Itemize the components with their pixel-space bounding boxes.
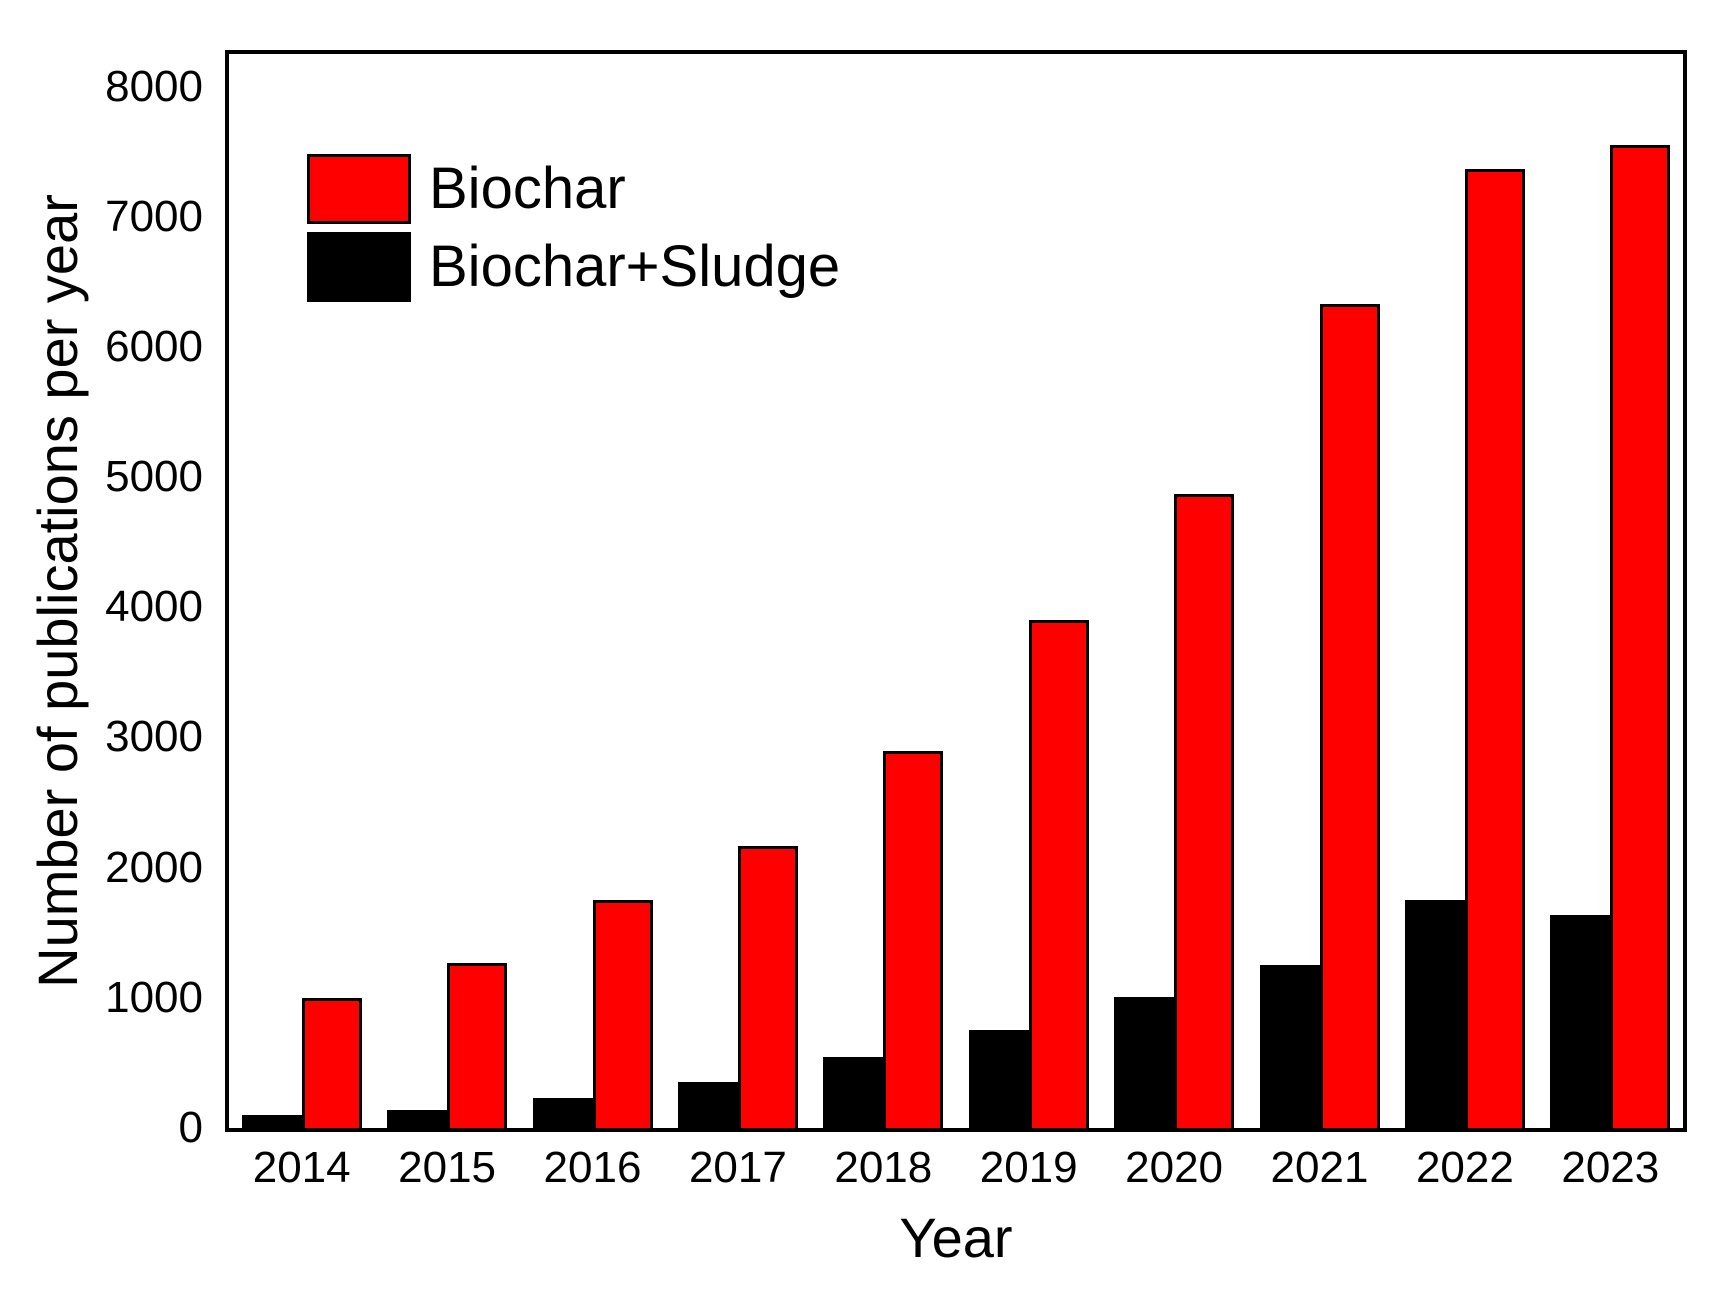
y-tick-label: 2000	[105, 842, 203, 892]
bar-biochar-sludge-2023	[1550, 914, 1611, 1128]
bar-biochar-2021	[1319, 303, 1380, 1128]
legend-item: Biochar	[307, 154, 840, 224]
y-tick-label: 7000	[105, 191, 203, 241]
bar-biochar-sludge-2019	[968, 1030, 1029, 1128]
legend-swatch-icon	[307, 154, 411, 224]
y-tick-label: 6000	[105, 321, 203, 371]
bar-biochar-sludge-2021	[1259, 964, 1320, 1128]
bar-biochar-2016	[592, 899, 653, 1128]
x-tick-label: 2022	[1415, 1143, 1514, 1192]
legend-swatch-icon	[307, 232, 411, 302]
x-tick-label: 2018	[834, 1143, 933, 1192]
legend: Biochar Biochar+Sludge	[307, 154, 840, 302]
bar-biochar-2017	[737, 846, 798, 1128]
bar-biochar-sludge-2022	[1404, 900, 1465, 1128]
y-tick-label: 3000	[105, 712, 203, 762]
x-tick-label: 2020	[1125, 1143, 1224, 1192]
x-tick-label: 2019	[979, 1143, 1078, 1192]
bar-biochar-sludge-2016	[532, 1098, 593, 1128]
bar-biochar-sludge-2018	[823, 1057, 884, 1128]
x-tick-label: 2021	[1270, 1143, 1369, 1192]
plot-area: Biochar Biochar+Sludge 0 1000 2000 3000 4000 5…	[105, 50, 1687, 1190]
bar-biochar-2023	[1610, 145, 1671, 1128]
x-tick-label: 2014	[252, 1143, 351, 1192]
y-tick-label: 4000	[105, 582, 203, 632]
bar-biochar-2019	[1028, 619, 1089, 1128]
bar-biochar-sludge-2020	[1114, 997, 1175, 1128]
legend-label: Biochar	[429, 156, 626, 221]
bar-biochar-2020	[1174, 494, 1235, 1128]
x-tick-label: 2023	[1561, 1143, 1660, 1192]
y-tick-label: 8000	[105, 61, 203, 111]
bar-biochar-sludge-2015	[387, 1110, 448, 1128]
x-tick-label: 2015	[398, 1143, 497, 1192]
y-tick-label: 1000	[105, 972, 203, 1022]
bar-biochar-2014	[301, 997, 362, 1128]
bar-biochar-sludge-2014	[241, 1114, 302, 1128]
bar-biochar-2015	[447, 963, 508, 1128]
x-tick-label: 2016	[543, 1143, 642, 1192]
y-tick-label: 5000	[105, 452, 203, 502]
x-axis-title: Year	[899, 1206, 1013, 1269]
x-tick-label: 2017	[688, 1143, 787, 1192]
y-axis-title: Number of publications per year	[26, 194, 89, 988]
bar-biochar-sludge-2017	[677, 1081, 738, 1128]
bar-biochar-2022	[1464, 168, 1525, 1128]
legend-label: Biochar+Sludge	[429, 234, 841, 299]
y-tick-label: 0	[178, 1103, 203, 1152]
bar-biochar-2018	[883, 751, 944, 1128]
legend-item: Biochar+Sludge	[307, 232, 840, 302]
